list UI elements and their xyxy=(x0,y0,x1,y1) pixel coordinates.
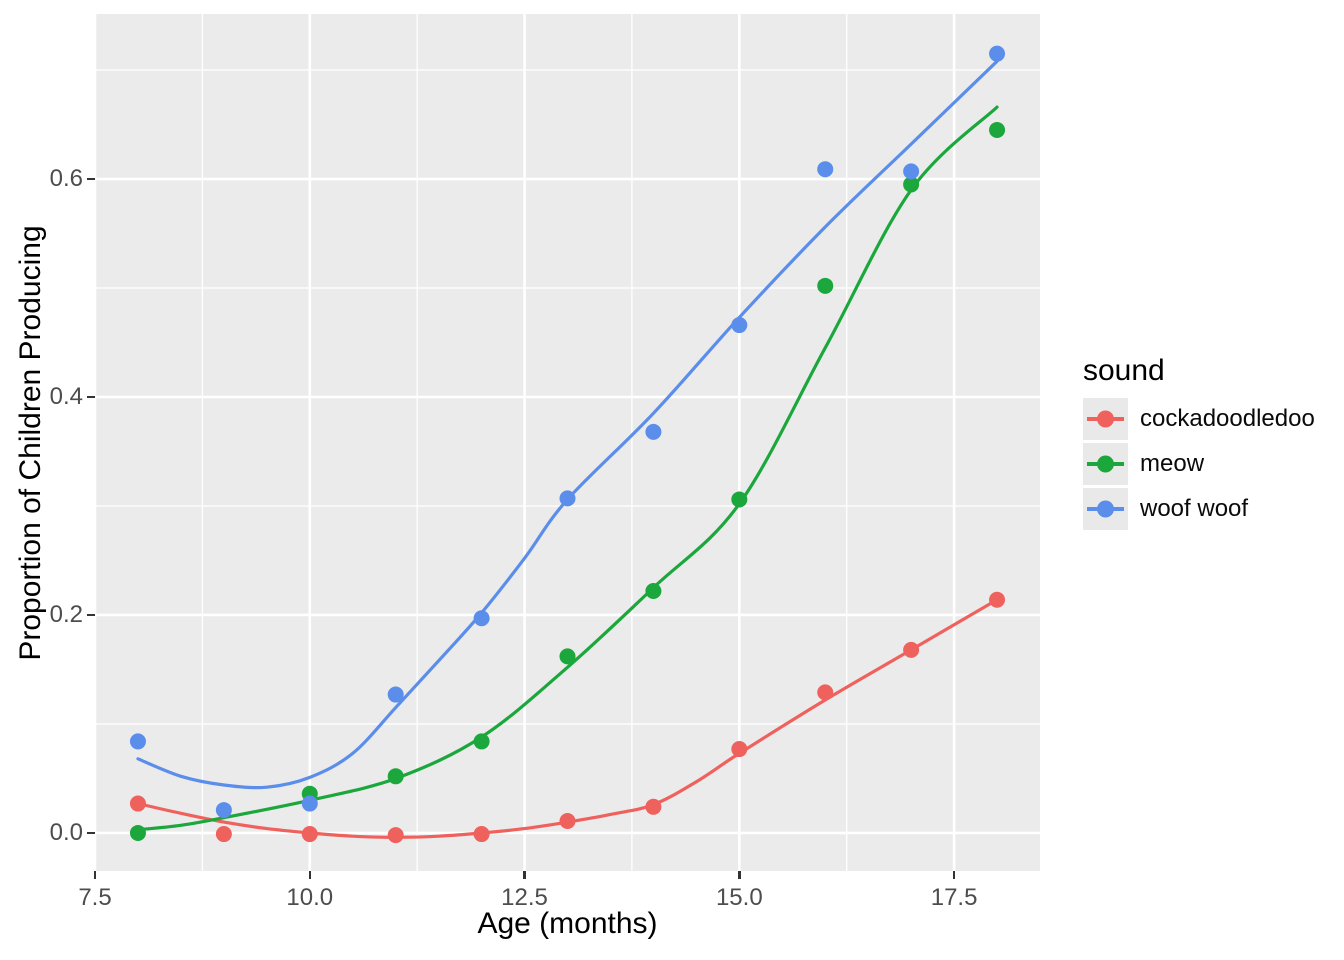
data-point-meow xyxy=(903,176,920,193)
panel-background xyxy=(95,14,1040,871)
x-tick-label: 17.5 xyxy=(930,884,978,911)
smooth-line-meow xyxy=(136,105,999,832)
data-point-cockadoodledoo xyxy=(903,641,920,658)
data-point-cockadoodledoo xyxy=(301,826,318,843)
legend-item: meow xyxy=(1083,443,1315,485)
x-tick-mark xyxy=(952,871,956,879)
x-tick-mark xyxy=(93,871,97,879)
data-point-woof-woof xyxy=(473,610,490,627)
data-point-meow xyxy=(387,768,404,785)
x-tick-label: 12.5 xyxy=(501,884,548,911)
data-point-cockadoodledoo xyxy=(817,684,834,701)
data-point-meow xyxy=(559,648,576,665)
legend-key-cockadoodledoo xyxy=(1083,398,1128,440)
x-tick-mark xyxy=(738,871,741,879)
legend-key-woof-woof xyxy=(1083,488,1128,530)
data-point-woof-woof xyxy=(559,490,576,507)
legend-point-icon xyxy=(1097,500,1114,518)
x-tick-label: 15.0 xyxy=(715,884,763,911)
y-tick-label: 0.4 xyxy=(49,382,83,410)
y-tick-mark xyxy=(87,395,95,399)
y-tick-label: 0.0 xyxy=(49,818,83,846)
legend-title: sound xyxy=(1083,354,1165,387)
data-point-meow xyxy=(473,733,490,750)
x-tick-label: 10.0 xyxy=(286,884,334,911)
data-point-meow xyxy=(817,277,834,294)
x-tick-mark xyxy=(523,871,526,879)
smooth-line-woof-woof xyxy=(136,59,999,790)
data-point-meow xyxy=(731,491,748,508)
data-point-meow xyxy=(645,583,662,600)
legend-item-label: woof woof xyxy=(1140,495,1249,522)
y-tick-mark xyxy=(87,613,95,617)
data-point-meow xyxy=(989,121,1006,138)
plot-panel xyxy=(95,14,1040,871)
data-point-cockadoodledoo xyxy=(129,795,146,812)
legend-item-label: meow xyxy=(1140,450,1205,477)
data-point-woof-woof xyxy=(387,686,404,703)
x-axis-title: Age (months) xyxy=(477,907,658,940)
data-point-woof-woof xyxy=(731,317,748,334)
legend-items: cockadoodledoo meow woof woof xyxy=(1083,398,1315,530)
data-point-woof-woof xyxy=(301,795,318,812)
data-point-cockadoodledoo xyxy=(473,826,490,843)
data-point-cockadoodledoo xyxy=(989,591,1006,608)
data-point-woof-woof xyxy=(645,423,662,440)
legend-key-meow xyxy=(1083,443,1128,485)
data-point-woof-woof xyxy=(215,802,232,819)
data-point-woof-woof xyxy=(903,163,920,180)
smooth-line-cockadoodledoo xyxy=(136,598,999,839)
data-point-cockadoodledoo xyxy=(559,812,576,829)
legend-item-label: cockadoodledoo xyxy=(1140,405,1315,432)
x-tick-label: 7.5 xyxy=(78,884,112,911)
y-tick-label: 0.2 xyxy=(49,600,83,628)
data-point-cockadoodledoo xyxy=(387,827,404,844)
y-tick-mark xyxy=(87,177,95,181)
y-axis-title: Proportion of Children Producing xyxy=(14,225,47,661)
legend-point-icon xyxy=(1097,455,1114,473)
data-point-cockadoodledoo xyxy=(731,741,748,758)
data-point-cockadoodledoo xyxy=(645,798,662,815)
data-point-woof-woof xyxy=(817,161,834,178)
data-point-meow xyxy=(129,824,146,841)
data-point-cockadoodledoo xyxy=(215,826,232,843)
data-point-woof-woof xyxy=(129,733,146,750)
x-tick-mark xyxy=(308,871,312,879)
y-tick-mark xyxy=(87,831,95,835)
legend-item: woof woof xyxy=(1083,488,1315,530)
legend-item: cockadoodledoo xyxy=(1083,398,1315,440)
legend-point-icon xyxy=(1097,410,1114,428)
data-point-woof-woof xyxy=(989,45,1006,62)
legend: sound cockadoodledoo meow woof woof xyxy=(1083,354,1315,533)
y-tick-label: 0.6 xyxy=(49,165,83,192)
